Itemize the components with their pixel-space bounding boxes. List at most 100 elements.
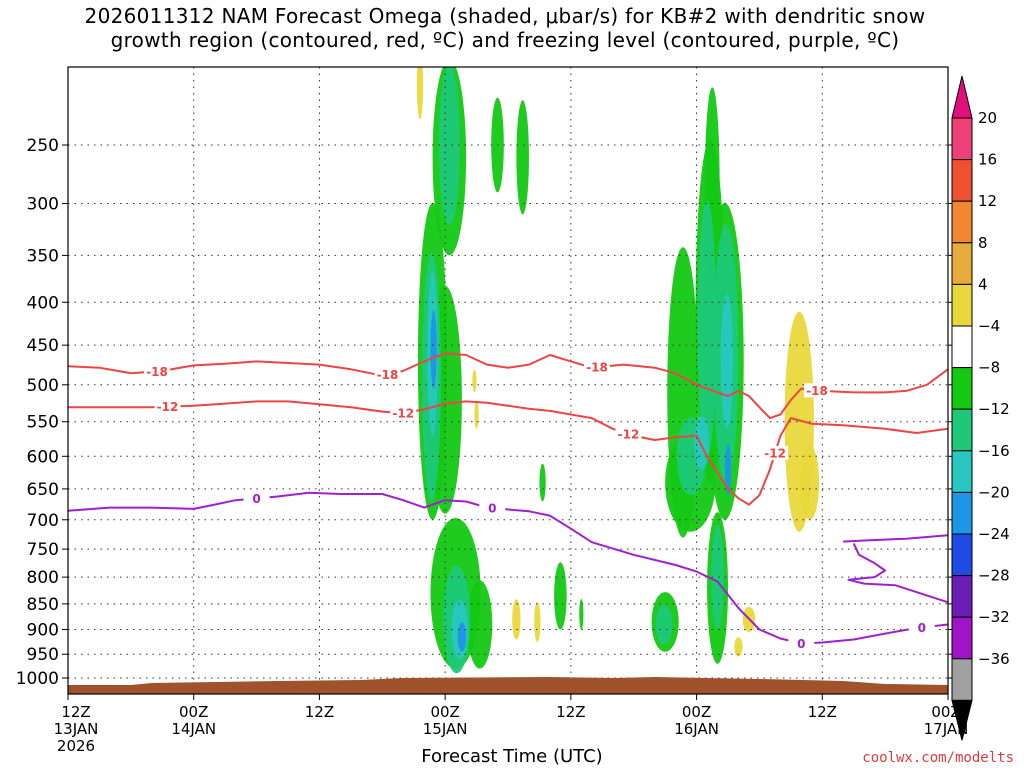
y-tick-label-850: 850: [27, 595, 59, 615]
contour-label-0-1: -18: [377, 368, 399, 382]
omega-region-6: [467, 580, 493, 669]
omega-shading: [416, 67, 820, 674]
omega-region-7: [554, 562, 567, 630]
y-axis: 250 300 350 400 450 500 550 600 650 700 750 800 850 9…: [16, 136, 954, 689]
omega-region-28: [694, 415, 710, 470]
contour-label-1-1: -12: [392, 407, 414, 421]
colorbar-swatch-11: [951, 575, 973, 618]
contour-label-0-0: -18: [146, 365, 168, 379]
omega-region-37: [512, 599, 521, 640]
omega-region-23: [711, 524, 724, 630]
contour-label-2-2: 0: [797, 637, 805, 651]
x-tick-label-5-1: 16JAN: [674, 720, 719, 738]
contour-label-bg-1-3: [762, 445, 789, 460]
omega-region-36: [800, 445, 820, 520]
colorbar-label-5: −4: [978, 317, 1000, 335]
colorbar-swatch-13: [951, 658, 973, 701]
omega-region-34: [472, 369, 477, 393]
colorbar: 20 16 12 8 4 −4 −8 −12 −16 −20 −24 −28 −32 −36: [951, 75, 1010, 741]
colorbar-swatch-4: [951, 283, 973, 327]
colorbar-swatch-3: [951, 242, 973, 285]
y-tick-label-350: 350: [27, 246, 59, 266]
colorbar-top-triangle: [951, 75, 973, 119]
terrain-shape: [68, 677, 948, 694]
chart-title: 2026011312 NAM Forecast Omega (shaded, μ…: [0, 4, 1010, 52]
contour-label-bg-0-1: [374, 367, 401, 382]
omega-region-29: [430, 309, 437, 389]
colorbar-label-1: 16: [978, 151, 997, 169]
omega-region-8: [579, 598, 584, 630]
x-tick-label-0-2: 2026: [57, 737, 95, 755]
colorbar-label-9: −20: [978, 483, 1010, 501]
colorbar-swatch-1: [951, 159, 973, 202]
contour-label-bg-2-1: [479, 501, 506, 516]
x-tick-label-1-1: 14JAN: [171, 720, 216, 738]
colorbar-label-4: 4: [978, 275, 988, 293]
colorbar-label-8: −16: [978, 442, 1010, 460]
omega-region-20: [697, 200, 717, 457]
chart-title-line2: growth region (contoured, red, ºC) and f…: [110, 28, 900, 52]
x-tick-label-5-0: 00Z: [682, 703, 711, 721]
y-tick-label-300: 300: [27, 194, 59, 214]
y-tick-label-500: 500: [27, 376, 59, 396]
contour-label-bg-0-2: [584, 360, 611, 375]
terrain-fill: [68, 677, 948, 694]
x-tick-label-7-1: 17JAN: [924, 720, 969, 738]
y-tick-label-600: 600: [27, 447, 59, 467]
contour-label-bg-1-1: [390, 406, 417, 421]
colorbar-bottom-triangle: [951, 699, 973, 741]
x-tick-label-4-0: 12Z: [556, 703, 585, 721]
y-tick-label-450: 450: [27, 336, 59, 356]
colorbar-swatch-8: [951, 450, 973, 493]
colorbar-swatch-6: [951, 367, 973, 410]
omega-region-27: [720, 293, 734, 429]
x-tick-label-3-0: 00Z: [430, 703, 459, 721]
contour-label-bg-0-3: [804, 383, 831, 398]
plot-background: [68, 67, 948, 694]
x-tick-label-2-0: 12Z: [305, 703, 334, 721]
contour-label-bg-2-0: [243, 491, 270, 506]
omega-region-24: [655, 604, 673, 645]
colorbar-swatch-10: [951, 533, 973, 577]
contour-line-4: [847, 542, 948, 604]
contour-label-1-0: -12: [157, 400, 179, 414]
colorbar-swatch-0: [951, 117, 973, 161]
y-tick-label-550: 550: [27, 413, 59, 433]
y-tick-label-700: 700: [27, 511, 59, 531]
omega-region-5: [516, 100, 529, 215]
colorbar-swatch-5: [951, 325, 973, 369]
contour-label-2-1: 0: [488, 502, 496, 516]
x-tick-label-1-0: 00Z: [179, 703, 208, 721]
contour-label-bg-1-0: [154, 399, 181, 414]
contour-label-bg-1-2: [615, 427, 642, 442]
contour-label-bg-2-2: [788, 636, 815, 651]
colorbar-label-10: −24: [978, 525, 1010, 543]
credit-text: coolwx.com/modelts: [862, 750, 1014, 766]
y-tick-label-900: 900: [27, 621, 59, 641]
y-tick-label-950: 950: [27, 645, 59, 665]
chart-title-line1: 2026011312 NAM Forecast Omega (shaded, μ…: [84, 4, 926, 28]
colorbar-label-0: 20: [978, 109, 997, 127]
colorbar-label-7: −12: [978, 400, 1010, 418]
plot-frame: [67, 66, 949, 695]
contour-label-1-3: -12: [764, 446, 786, 460]
y-tick-label-800: 800: [27, 568, 59, 588]
contour-label-1-2: -12: [618, 428, 640, 442]
colorbar-label-3: 8: [978, 234, 988, 252]
y-tick-label-750: 750: [27, 540, 59, 560]
colorbar-swatch-9: [951, 491, 973, 535]
contour-label-2-0: 0: [252, 492, 260, 506]
omega-region-40: [734, 637, 743, 657]
y-tick-label-250: 250: [27, 136, 59, 156]
x-tick-label-0-1: 13JAN: [54, 720, 99, 738]
omega-region-9: [539, 463, 546, 502]
omega-region-38: [534, 601, 541, 643]
omega-region-30: [457, 622, 467, 652]
omega-region-17: [438, 67, 460, 225]
y-tick-label-650: 650: [27, 480, 59, 500]
colorbar-label-11: −28: [978, 567, 1010, 585]
temperature-contours: -18 -18 -18 -18 -12 -12 -12 -12 0 0 0 0: [68, 352, 948, 651]
colorbar-swatch-12: [951, 616, 973, 660]
omega-region-33: [474, 400, 479, 429]
